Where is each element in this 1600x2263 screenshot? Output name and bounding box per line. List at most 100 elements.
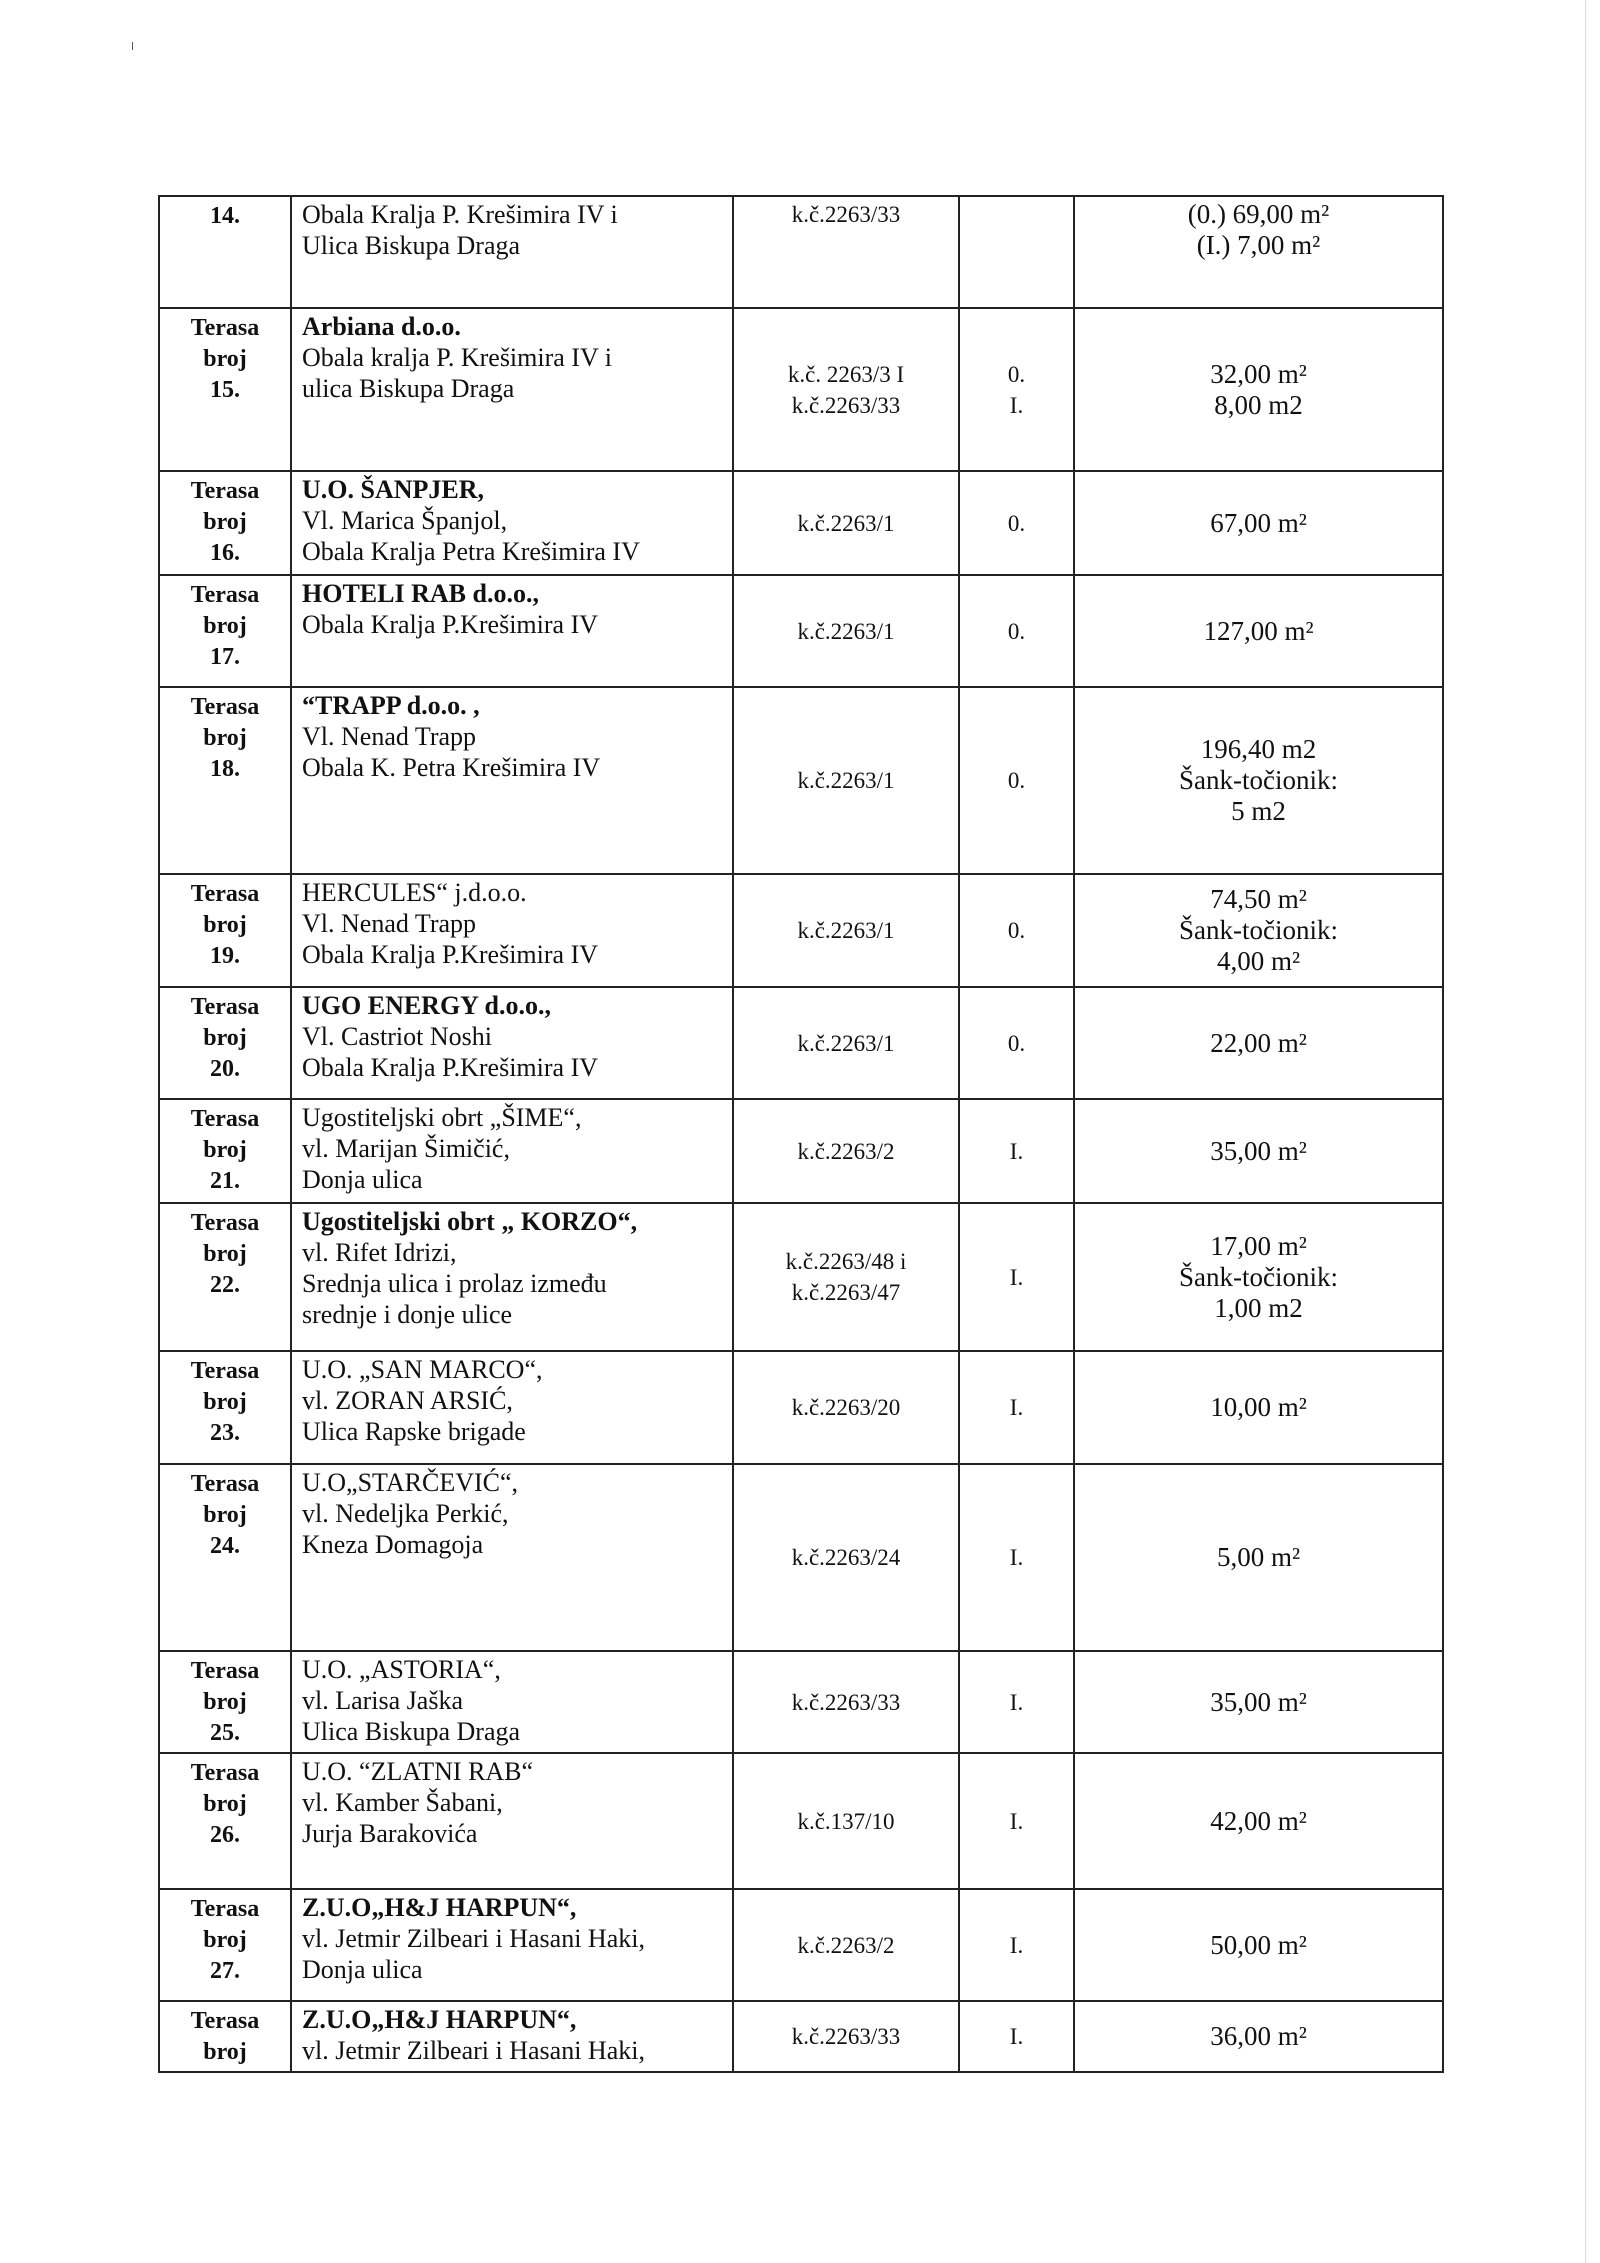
cadastral-parcel: k.č.2263/1 <box>797 510 895 536</box>
cadastral-parcel: k.č.2263/1 <box>797 918 895 943</box>
business-detail: vl. Larisa Jaška <box>302 1686 464 1715</box>
row-label-cell: Terasa broj 17. <box>158 574 292 688</box>
row-label: Terasa <box>190 478 260 504</box>
level-cell: 0. <box>958 873 1075 988</box>
business-cell: U.O. „SAN MARCO“, vl. ZORAN ARSIĆ, Ulica … <box>290 1350 734 1465</box>
business-cell: Ugostiteljski obrt „ŠIME“, vl. Marijan Š… <box>290 1098 734 1204</box>
business-cell: UGO ENERGY d.o.o., Vl. Castriot Noshi Obal… <box>290 986 734 1100</box>
table-row: Terasa broj 16. U.O. ŠANPJER, Vl. Marica Špa… <box>158 470 1444 576</box>
area-value: Šank-točionik: <box>1179 765 1338 795</box>
business-detail: Vl. Nenad Trapp <box>302 722 477 751</box>
level-cell: I. <box>958 1202 1075 1352</box>
area-value: Šank-točionik: <box>1179 1261 1338 1292</box>
level: I. <box>1009 1395 1024 1420</box>
business-detail: srednje i donje ulice <box>302 1300 513 1329</box>
row-label-cell: Terasa broj 25. <box>158 1650 292 1754</box>
level: I. <box>1009 2024 1024 2049</box>
business-detail: vl. Rifet Idrizi, <box>302 1238 457 1267</box>
row-label: 16. <box>210 540 240 566</box>
cadastral-parcel: k.č.2263/48 i <box>785 1249 907 1274</box>
level-cell <box>958 195 1075 309</box>
row-label: 22. <box>210 1272 240 1298</box>
cadastral-cell: k.č. 2263/3 I k.č.2263/33 <box>732 307 960 472</box>
row-label: broj <box>203 613 247 639</box>
row-label-cell: Terasa broj 24. <box>158 1463 292 1652</box>
row-label-cell: Terasa broj 23. <box>158 1350 292 1465</box>
row-label: 23. <box>210 1420 240 1446</box>
business-detail: Obala kralja P. Krešimira IV i <box>302 343 612 372</box>
business-detail: Kneza Domagoja <box>302 1530 484 1559</box>
business-detail: Donja ulica <box>302 1165 423 1194</box>
business-detail: vl. Kamber Šabani, <box>302 1788 503 1817</box>
level: 0. <box>1007 510 1026 536</box>
area-value: 8,00 m2 <box>1214 389 1303 420</box>
level-cell: 0. <box>958 470 1075 576</box>
cadastral-parcel: k.č.2263/1 <box>797 618 895 644</box>
level-cell: I. <box>958 1350 1075 1465</box>
level: 0. <box>1007 618 1026 644</box>
area-value: 1,00 m2 <box>1214 1292 1303 1323</box>
business-detail: Obala Kralja Petra Krešimira IV <box>302 537 640 566</box>
level: I. <box>1009 1689 1024 1715</box>
row-label: 20. <box>210 1056 240 1082</box>
cadastral-parcel: k.č.2263/47 <box>791 1280 901 1305</box>
business-cell: Obala Kralja P. Krešimira IV i Ulica Bisk… <box>290 195 734 309</box>
row-label: broj <box>203 725 247 751</box>
scan-mark <box>132 42 133 50</box>
area-value: 36,00 m² <box>1210 2021 1307 2051</box>
row-label: broj <box>203 1137 247 1163</box>
cadastral-parcel: k.č.2263/20 <box>791 1395 901 1420</box>
row-label: Terasa <box>190 1106 260 1132</box>
row-label-cell: Terasa broj 16. <box>158 470 292 576</box>
business-detail: vl. Marijan Šimičić, <box>302 1134 510 1163</box>
business-detail: vl. Nedeljka Perkić, <box>302 1499 509 1528</box>
business-cell: U.O. ŠANPJER, Vl. Marica Španjol, Obala K… <box>290 470 734 576</box>
level: I. <box>1009 1808 1024 1834</box>
cadastral-cell: k.č.2263/1 <box>732 873 960 988</box>
area-cell: 10,00 m² <box>1073 1350 1444 1465</box>
row-label: 17. <box>210 644 240 670</box>
row-label: broj <box>203 346 247 372</box>
business-detail: vl. Jetmir Zilbeari i Hasani Haki, <box>302 1924 645 1953</box>
table-row: 14. Obala Kralja P. Krešimira IV i Ulica B… <box>158 195 1444 309</box>
business-cell: U.O. “ZLATNI RAB“ vl. Kamber Šabani, Jurja… <box>290 1752 734 1890</box>
area-cell: 22,00 m² <box>1073 986 1444 1100</box>
cadastral-parcel: k.č.137/10 <box>797 1808 895 1834</box>
business-detail: Obala Kralja P.Krešimira IV <box>302 940 599 969</box>
row-label-cell: Terasa broj 18. <box>158 686 292 875</box>
row-label: Terasa <box>190 582 260 608</box>
row-label: Terasa <box>190 1658 260 1684</box>
business-detail: ulica Biskupa Draga <box>302 374 515 403</box>
row-label-cell: Terasa broj 27. <box>158 1888 292 2002</box>
row-label: broj <box>203 2039 247 2065</box>
table-row: Terasa broj 21. Ugostiteljski obrt „ŠIME“, … <box>158 1098 1444 1204</box>
row-label: broj <box>203 509 247 535</box>
business-detail: vl. ZORAN ARSIĆ, <box>302 1386 513 1415</box>
area-cell: 17,00 m² Šank-točionik: 1,00 m2 <box>1073 1202 1444 1352</box>
level-cell: 0. <box>958 986 1075 1100</box>
row-label: Terasa <box>190 315 260 341</box>
business-cell: Ugostiteljski obrt „ KORZO“, vl. Rifet Id… <box>290 1202 734 1352</box>
level: I. <box>1009 1264 1024 1290</box>
level-cell: I. <box>958 1098 1075 1204</box>
cadastral-cell: k.č.2263/1 <box>732 574 960 688</box>
row-label: 18. <box>210 756 240 782</box>
row-label: broj <box>203 1927 247 1953</box>
area-cell: 36,00 m² <box>1073 2000 1444 2073</box>
table-row: Terasa broj 26. U.O. “ZLATNI RAB“ vl. Kamber… <box>158 1752 1444 1890</box>
cadastral-parcel: k.č.2263/2 <box>797 1138 895 1164</box>
level-cell: I. <box>958 1650 1075 1754</box>
terrace-table: 14. Obala Kralja P. Krešimira IV i Ulica B… <box>158 195 1444 2073</box>
business-detail: Vl. Marica Španjol, <box>302 506 508 535</box>
level: I. <box>1009 1932 1024 1958</box>
area-value: 4,00 m² <box>1216 946 1301 976</box>
area-cell: 67,00 m² <box>1073 470 1444 576</box>
row-label: broj <box>203 1025 247 1051</box>
row-label: Terasa <box>190 1471 260 1497</box>
business-detail: Obala Kralja P.Krešimira IV <box>302 1053 599 1082</box>
row-label: broj <box>203 912 247 938</box>
business-name: Ugostiteljski obrt „ŠIME“, <box>302 1103 582 1132</box>
level-cell: 0. <box>958 686 1075 875</box>
area-cell: 74,50 m² Šank-točionik: 4,00 m² <box>1073 873 1444 988</box>
row-label-cell: Terasa broj 22. <box>158 1202 292 1352</box>
